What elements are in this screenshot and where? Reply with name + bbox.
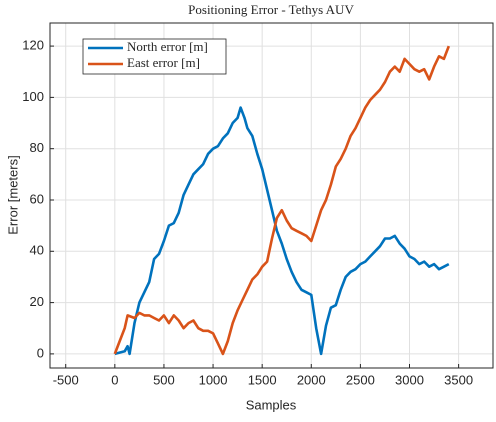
x-tick-label: 1000 bbox=[199, 372, 228, 387]
y-tick-label: 60 bbox=[30, 191, 44, 206]
x-tick-label: 3500 bbox=[444, 372, 473, 387]
y-tick-label: 0 bbox=[37, 345, 44, 360]
legend-label: East error [m] bbox=[127, 55, 200, 70]
series-line bbox=[114, 106, 450, 356]
series-line bbox=[113, 45, 451, 356]
x-tick-label: 1500 bbox=[248, 372, 277, 387]
legend-label: North error [m] bbox=[127, 39, 208, 54]
x-tick-label: 500 bbox=[153, 372, 175, 387]
legend-box bbox=[82, 38, 227, 75]
plot-area bbox=[50, 23, 493, 368]
y-tick-label: 100 bbox=[22, 89, 44, 104]
y-tick-label: 120 bbox=[22, 38, 44, 53]
x-tick-label: -500 bbox=[53, 372, 79, 387]
axes-box bbox=[49, 22, 494, 369]
chart-title: Positioning Error - Tethys AUV bbox=[188, 2, 354, 17]
y-axis-label: Error [meters] bbox=[5, 155, 20, 234]
y-tick-label: 40 bbox=[30, 243, 44, 258]
x-tick-label: 0 bbox=[111, 372, 118, 387]
x-tick-label: 2000 bbox=[297, 372, 326, 387]
x-tick-label: 3000 bbox=[395, 372, 424, 387]
x-axis-label: Samples bbox=[246, 397, 297, 412]
y-tick-label: 20 bbox=[30, 294, 44, 309]
y-tick-label: 80 bbox=[30, 140, 44, 155]
x-tick-label: 2500 bbox=[346, 372, 375, 387]
